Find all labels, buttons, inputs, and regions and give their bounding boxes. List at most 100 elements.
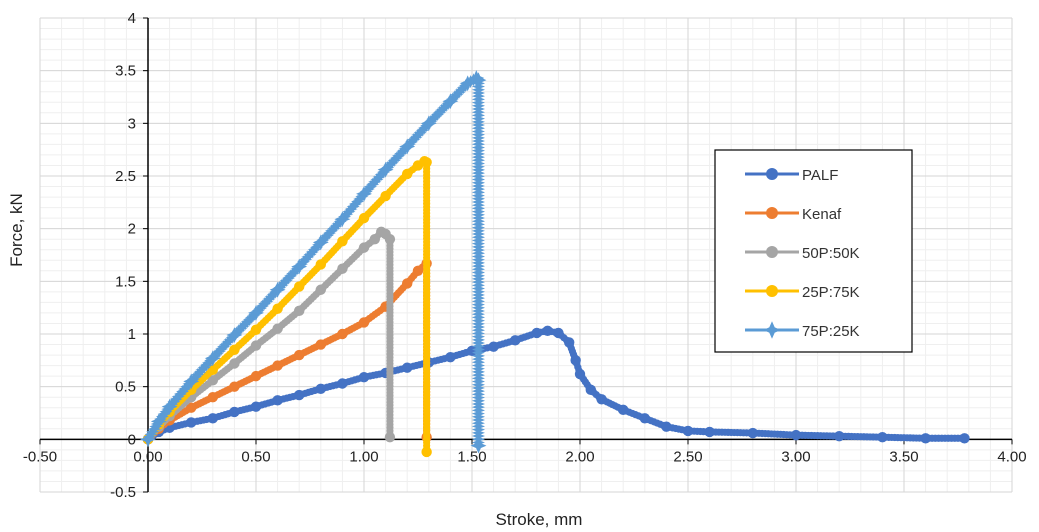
- data-point: [229, 344, 240, 355]
- data-point: [570, 355, 581, 366]
- data-point: [334, 211, 351, 228]
- data-point: [250, 401, 262, 412]
- data-point: [369, 234, 380, 245]
- data-point: [272, 323, 283, 334]
- data-point: [250, 340, 262, 351]
- y-tick-label: 0.5: [115, 379, 136, 396]
- data-point: [315, 383, 326, 394]
- data-point: [412, 265, 424, 276]
- data-point: [585, 384, 596, 396]
- data-point: [959, 433, 970, 444]
- data-point: [420, 115, 437, 132]
- data-point: [459, 75, 476, 92]
- data-point: [402, 362, 413, 373]
- data-point: [790, 429, 802, 441]
- data-point: [766, 285, 778, 297]
- x-axis-title: Stroke, mm: [496, 510, 583, 529]
- data-point: [661, 421, 672, 432]
- data-point: [272, 395, 283, 406]
- data-point: [766, 168, 778, 180]
- data-point: [150, 413, 167, 430]
- y-axis-title: Force, kN: [7, 193, 26, 267]
- data-point: [358, 317, 370, 328]
- data-point: [763, 321, 781, 339]
- data-point: [294, 281, 305, 292]
- data-point: [358, 212, 370, 224]
- y-tick-label: 2: [128, 221, 136, 238]
- data-point: [421, 157, 432, 168]
- series-75p-25k: [140, 70, 487, 454]
- data-point: [229, 406, 240, 418]
- data-point: [229, 381, 240, 392]
- x-tick-label: 1.00: [349, 448, 378, 465]
- x-tick-label: 3.00: [781, 448, 810, 465]
- data-point: [294, 349, 305, 361]
- series-50p-50k: [142, 226, 396, 445]
- data-point: [747, 427, 758, 439]
- data-point: [402, 168, 413, 180]
- data-point: [250, 324, 262, 335]
- data-point: [553, 327, 564, 339]
- data-point: [207, 364, 218, 376]
- tick-labels: -0.50 0.00 0.50 1.00 1.50 2.00 2.50 3.00 3.50 4.0…: [23, 10, 1027, 501]
- data-point: [269, 281, 286, 298]
- x-tick-label: 2.50: [673, 448, 702, 465]
- data-point: [186, 417, 197, 428]
- data-point: [248, 304, 264, 321]
- data-point: [834, 430, 845, 442]
- data-point: [229, 358, 240, 369]
- y-tick-label: 1: [128, 326, 136, 343]
- legend-label: Kenaf: [802, 206, 842, 223]
- legend-label: 25P:75K: [802, 284, 860, 301]
- series-25p-75k: [142, 156, 432, 458]
- data-point: [161, 398, 178, 415]
- legend-item: 75P:25K: [745, 321, 860, 340]
- x-tick-label: 3.50: [889, 448, 918, 465]
- data-point: [226, 327, 243, 344]
- data-point: [186, 402, 197, 413]
- data-point: [445, 351, 456, 363]
- y-tick-label: 1.5: [115, 273, 136, 290]
- data-point: [877, 432, 888, 443]
- y-tick-label: 2.5: [115, 168, 136, 185]
- data-point: [312, 234, 329, 251]
- data-point: [510, 335, 521, 346]
- y-tick-label: 4: [128, 10, 136, 27]
- data-point: [531, 327, 542, 339]
- data-point: [337, 328, 348, 340]
- data-point: [470, 72, 487, 89]
- series-line: [146, 261, 429, 441]
- legend: PALF Kenaf 50P:50K 25P:75K 75P:25K: [714, 149, 913, 353]
- data-point: [204, 350, 221, 367]
- y-tick-label: 3: [128, 115, 136, 132]
- x-tick-label: 0.50: [241, 448, 270, 465]
- data-series: [140, 70, 970, 458]
- x-tick-label: -0.50: [23, 448, 57, 465]
- x-tick-label: 2.00: [565, 448, 594, 465]
- data-point: [596, 394, 607, 405]
- legend-item: PALF: [745, 167, 838, 184]
- data-point: [315, 339, 326, 350]
- x-tick-label: 1.50: [457, 448, 486, 465]
- data-point: [488, 341, 499, 352]
- data-point: [442, 93, 459, 110]
- data-point: [356, 185, 372, 202]
- data-point: [574, 368, 586, 380]
- y-tick-label: -0.5: [110, 484, 136, 501]
- legend-label: 75P:25K: [802, 323, 860, 340]
- data-point: [337, 236, 348, 247]
- data-point: [207, 375, 218, 386]
- x-tick-label: 0.00: [133, 448, 162, 465]
- data-point: [639, 413, 650, 424]
- data-point: [337, 263, 348, 274]
- data-point: [421, 446, 432, 458]
- data-point: [377, 161, 394, 178]
- data-point: [315, 259, 326, 270]
- data-point: [315, 284, 326, 295]
- data-point: [358, 371, 370, 383]
- data-point: [920, 433, 931, 444]
- legend-item: 25P:75K: [745, 284, 860, 301]
- data-point: [337, 378, 348, 389]
